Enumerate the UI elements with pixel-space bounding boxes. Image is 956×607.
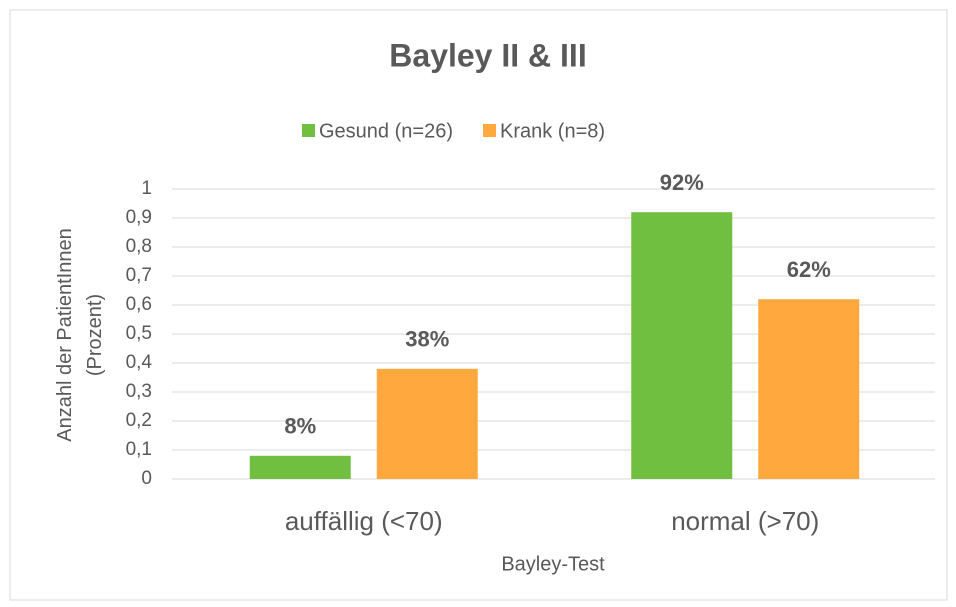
y-tick-label: 0,4 <box>126 352 153 373</box>
y-tick-label: 0,2 <box>126 410 152 431</box>
x-axis-title: Bayley-Test <box>501 553 605 575</box>
legend-label: Krank (n=8) <box>500 120 605 142</box>
data-label: 8% <box>284 414 316 439</box>
data-label: 62% <box>787 257 831 282</box>
bar <box>758 299 860 479</box>
data-label: 92% <box>660 170 704 195</box>
y-tick-label: 1 <box>141 178 152 199</box>
y-tick-label: 0,5 <box>126 323 152 344</box>
y-tick-label: 0,1 <box>126 439 152 460</box>
y-tick-label: 0 <box>141 468 152 489</box>
legend-swatch <box>482 124 496 137</box>
bar <box>376 368 478 479</box>
y-tick-label: 0,9 <box>126 207 152 228</box>
bar <box>249 455 351 479</box>
chart-title: Bayley II & III <box>389 37 586 73</box>
x-tick-label: normal (>70) <box>671 506 819 536</box>
y-axis-title: Anzahl der PatientInnen (Prozent) <box>54 228 106 442</box>
legend-swatch <box>302 124 315 137</box>
y-tick-label: 0,7 <box>126 265 152 286</box>
bar <box>631 212 733 479</box>
y-tick-label: 0,3 <box>126 381 152 402</box>
y-tick-label: 0,6 <box>126 294 152 315</box>
x-tick-label: auffällig (<70) <box>285 506 443 536</box>
data-label: 38% <box>405 327 449 352</box>
y-tick-label: 0,8 <box>126 236 152 257</box>
legend-label: Gesund (n=26) <box>319 120 453 142</box>
